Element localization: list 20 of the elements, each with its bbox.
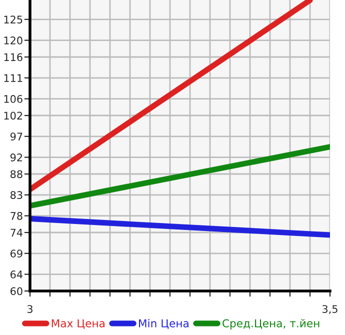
y-tick-label: 83 [10,191,22,199]
y-tick-label: 102 [4,112,22,120]
y-tick-label: 78 [10,212,22,220]
y-tick-label: 60 [10,287,22,296]
y-tick-label: 64 [10,270,22,278]
y-tick-label: 106 [4,95,22,103]
legend-label: Min Цена [139,319,188,329]
y-tick-label: 74 [10,228,22,236]
y-tick-label: 125 [4,16,22,24]
x-tick-label: 3 [27,305,32,313]
y-tick-label: 88 [10,170,22,178]
x-tick-label: 3,5 [322,305,338,314]
y-tick-label: 116 [4,53,22,62]
y-tick-label: 120 [4,36,22,44]
y-tick-label: 92 [10,154,22,162]
legend-label: Max Цена [52,319,104,329]
y-tick-label: 97 [10,132,22,140]
y-tick-label: 69 [10,250,22,258]
legend-label: Сред.Цена, т.йен [222,319,320,330]
y-tick-label: 111 [4,74,22,82]
